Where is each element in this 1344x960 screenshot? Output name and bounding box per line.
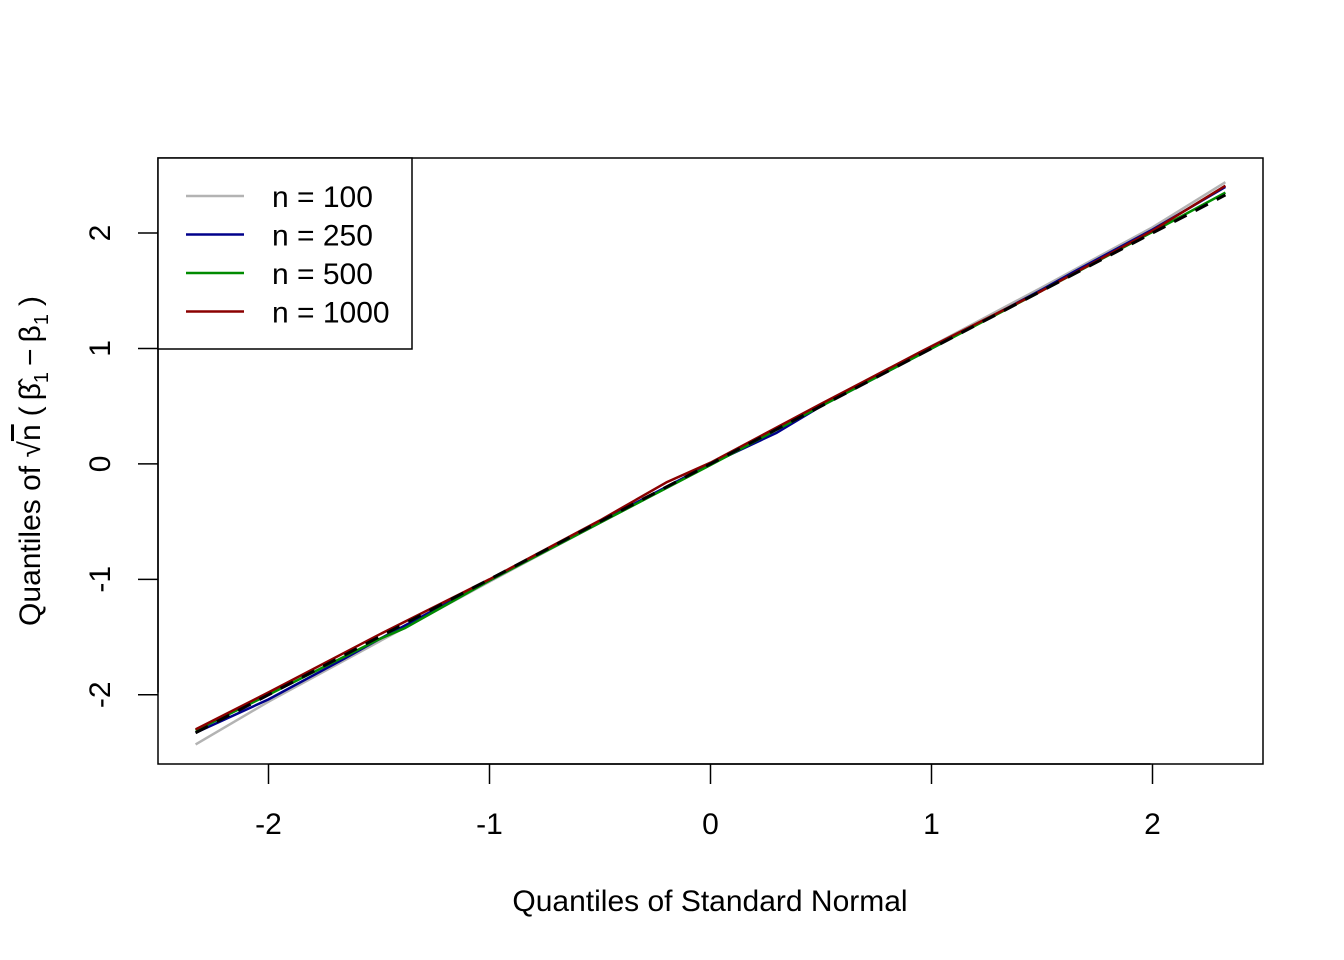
y-axis-label-open-paren: ( [14, 406, 47, 416]
reference-line-layer [194, 193, 1227, 735]
series-line-n-1000 [195, 184, 1227, 731]
series-layer [194, 181, 1227, 746]
y-axis-label-subscript-2: 1 [31, 314, 53, 325]
y-tick-label: 1 [84, 340, 117, 357]
y-axis-label-subscript-1: 1 [31, 372, 53, 383]
x-tick-label: -1 [476, 808, 503, 841]
y-axis-label-beta: β [14, 325, 47, 342]
y-axis-label-close-paren: ) [14, 296, 47, 306]
y-tick-label: 2 [84, 225, 117, 242]
y-axis-label-sqrt-arg: n [14, 424, 47, 441]
y-axis-label-sqrt-symbol: √ [14, 441, 47, 458]
y-axis-label: Quantiles of √n(β̂1−β1) [14, 296, 53, 626]
y-tick-label: -1 [84, 566, 117, 593]
legend: n = 100 n = 250 n = 500 n = 1000 [157, 157, 413, 350]
legend-label-n-250: n = 250 [272, 220, 373, 253]
y-axis-label-prefix: Quantiles of [14, 458, 47, 626]
legend-items: n = 100 n = 250 n = 500 n = 1000 [186, 181, 390, 330]
reference-line [194, 193, 1227, 735]
y-tick-label: 0 [84, 456, 117, 473]
legend-label-n-100: n = 100 [272, 181, 373, 214]
legend-label-n-500: n = 500 [272, 258, 373, 291]
x-tick-label: 1 [923, 808, 940, 841]
y-tick-label: -2 [84, 681, 117, 708]
x-tick-label: 2 [1144, 808, 1161, 841]
legend-box [157, 157, 413, 350]
x-axis: -2 -1 0 1 2 [255, 763, 1161, 841]
x-axis-label: Quantiles of Standard Normal [512, 885, 907, 918]
x-tick-label: -2 [255, 808, 282, 841]
y-axis-label-minus: − [14, 348, 47, 366]
legend-label-n-1000: n = 1000 [272, 297, 390, 330]
x-tick-label: 0 [702, 808, 719, 841]
y-axis-label-beta-hat: β̂ [14, 378, 47, 400]
